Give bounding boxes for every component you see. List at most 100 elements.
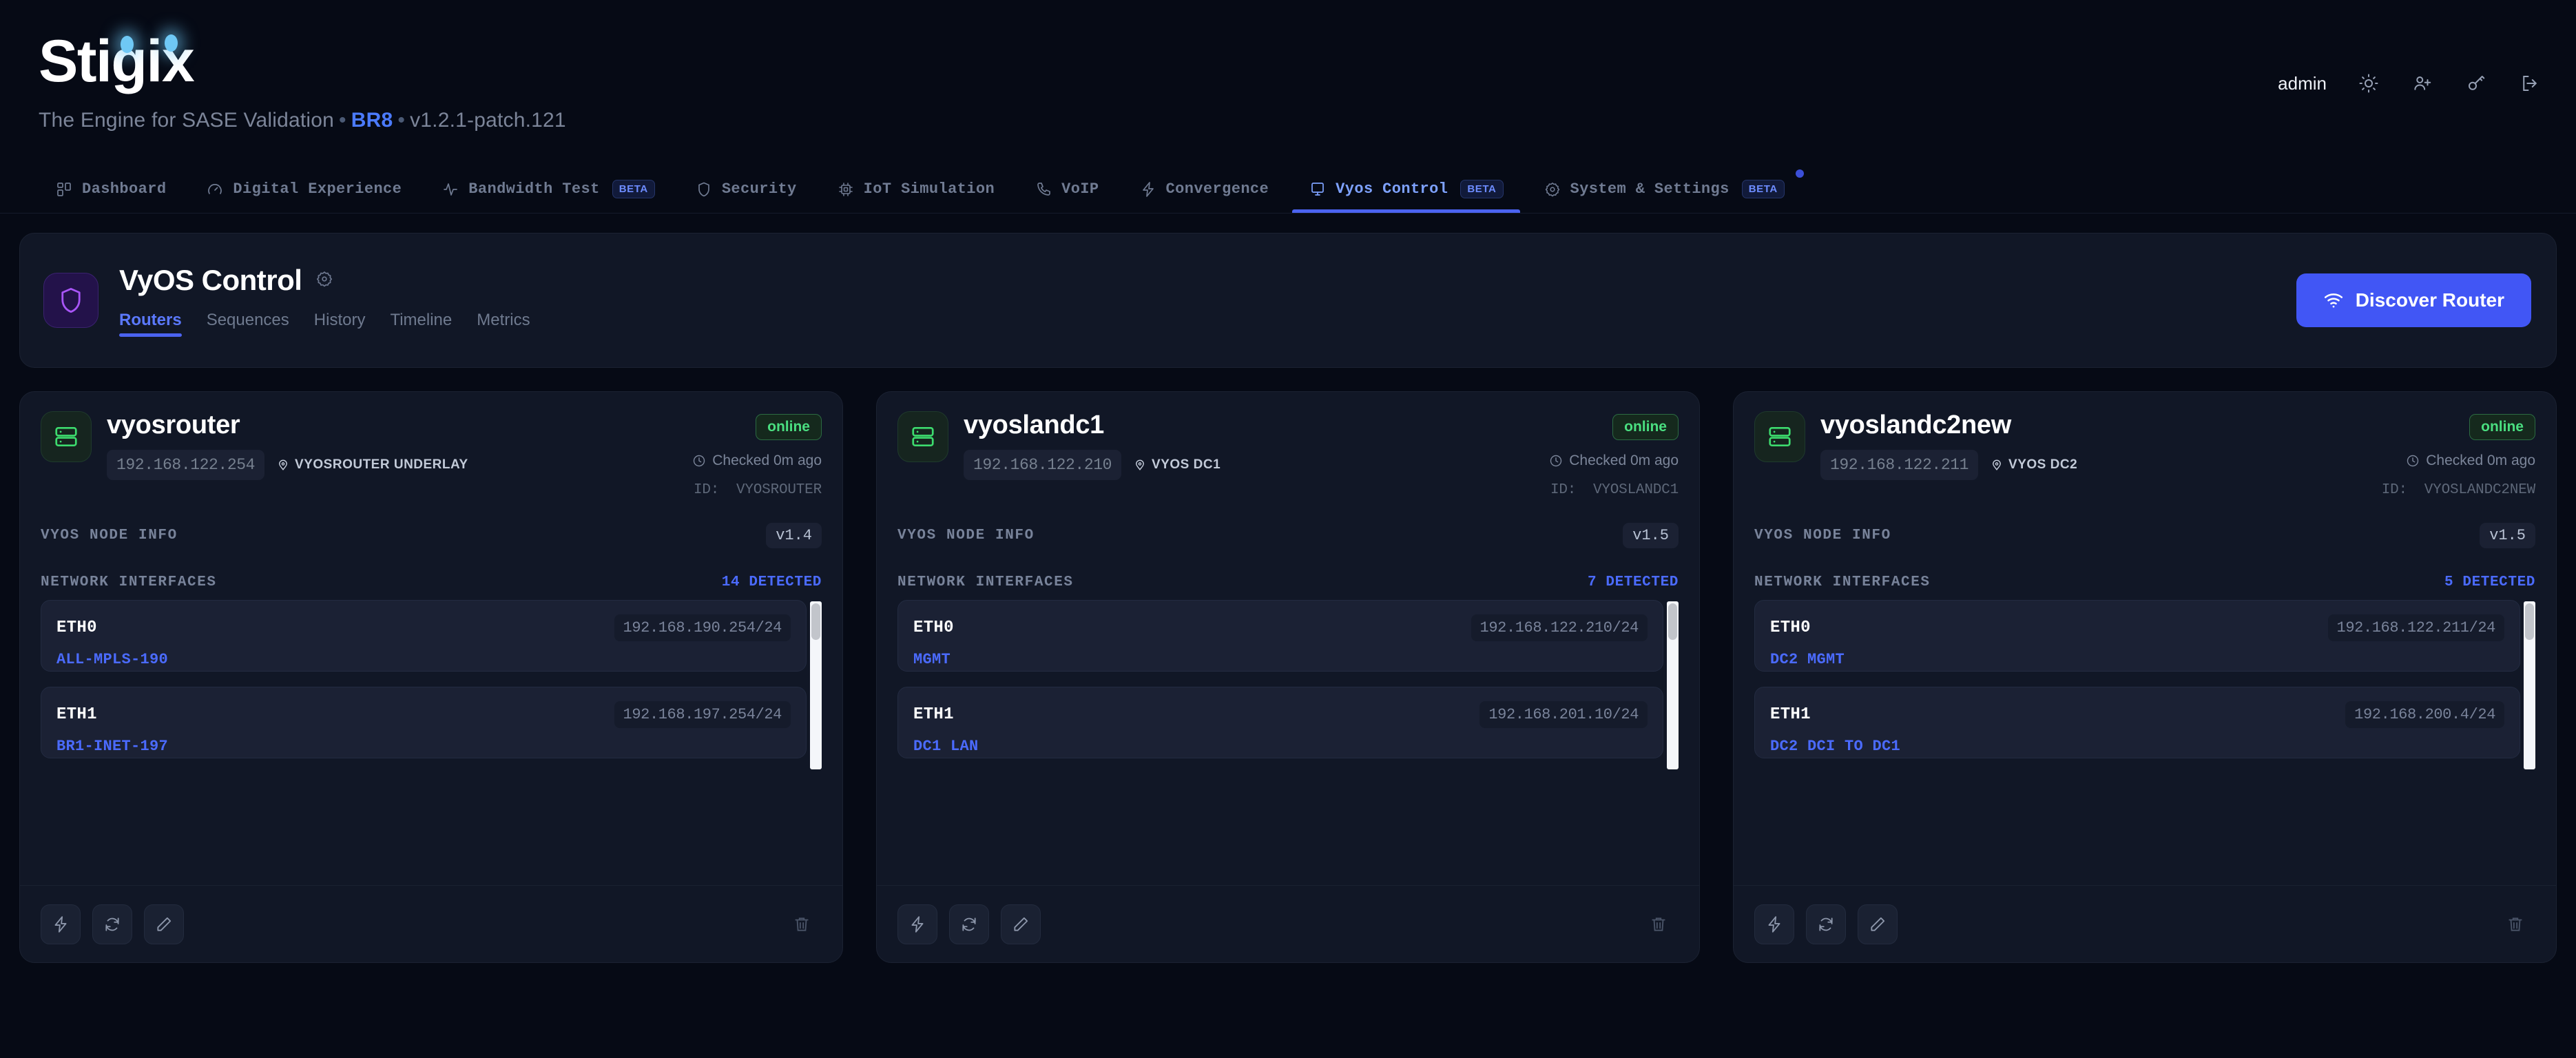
location-pin-icon	[1134, 459, 1146, 471]
interface-ip: 192.168.197.254/24	[614, 701, 791, 728]
last-checked: Checked 0m ago	[692, 453, 822, 469]
nav-item-vyos-control[interactable]: Vyos Control BETA	[1292, 165, 1520, 213]
tagline-sep: •	[397, 109, 406, 132]
interfaces-detected-count: 7 DETECTED	[1587, 574, 1679, 590]
edit-pencil-icon[interactable]	[1858, 904, 1898, 944]
location-pin-icon	[1991, 459, 2003, 471]
subtab-metrics[interactable]: Metrics	[477, 311, 530, 329]
interfaces-row: NETWORK INTERFACES 7 DETECTED	[877, 574, 1699, 590]
nav-item-voip[interactable]: VoIP	[1018, 165, 1115, 213]
bolt-icon	[1139, 180, 1157, 198]
router-card[interactable]: vyoslandc2new 192.168.122.211 VYOS DC2 o…	[1733, 391, 2557, 963]
interface-description: ALL-MPLS-190	[56, 651, 169, 668]
nav-item-digital-experience[interactable]: Digital Experience	[189, 165, 418, 213]
scrollbar-thumb[interactable]	[811, 603, 820, 640]
subtab-sequences[interactable]: Sequences	[206, 311, 289, 329]
phone-icon	[1035, 180, 1052, 198]
node-info-label: VYOS NODE INFO	[1754, 528, 1891, 543]
interface-item[interactable]: ETH1 192.168.201.10/24 DC1 LAN	[897, 687, 1663, 758]
interface-item[interactable]: ETH1 192.168.197.254/24 BR1-INET-197	[41, 687, 807, 758]
nav-item-system-settings[interactable]: System & Settings BETA	[1527, 165, 1804, 213]
nav-item-convergence[interactable]: Convergence	[1123, 165, 1286, 213]
interfaces-detected-count: 5 DETECTED	[2444, 574, 2535, 590]
vyos-version-chip: v1.5	[1623, 523, 1679, 548]
subtab-routers[interactable]: Routers	[119, 311, 182, 337]
interface-item[interactable]: ETH1 192.168.200.4/24 DC2 DCI TO DC1	[1754, 687, 2520, 758]
router-location-label: VYOSROUTER UNDERLAY	[295, 457, 468, 472]
shield-icon	[43, 273, 98, 328]
delete-trash-icon[interactable]	[1639, 904, 1679, 944]
router-card-actions	[1734, 885, 2556, 962]
router-id: ID: VYOSLANDC1	[1550, 482, 1679, 498]
wifi-icon	[2323, 290, 2344, 311]
chip-icon	[837, 180, 855, 198]
router-card-header: vyoslandc2new 192.168.122.211 VYOS DC2 o…	[1734, 392, 2556, 512]
nav-label: Convergence	[1165, 180, 1269, 198]
interface-description: MGMT	[913, 651, 951, 668]
location-pin-icon	[277, 459, 289, 471]
interface-description: DC2 MGMT	[1770, 651, 1845, 668]
interface-list[interactable]: ETH0 192.168.122.211/24 DC2 MGMT ETH1 19…	[1754, 600, 2535, 771]
interface-description: BR1-INET-197	[56, 738, 169, 755]
main-navigation: Dashboard Digital Experience Bandwidth T…	[0, 165, 2576, 214]
last-checked-label: Checked 0m ago	[2426, 453, 2535, 468]
logout-icon[interactable]	[2518, 72, 2542, 95]
discover-router-button[interactable]: Discover Router	[2296, 273, 2531, 327]
node-info-label: VYOS NODE INFO	[897, 528, 1035, 543]
nav-item-bandwidth-test[interactable]: Bandwidth Test BETA	[425, 165, 672, 213]
delete-trash-icon[interactable]	[2495, 904, 2535, 944]
nav-label: System & Settings	[1570, 180, 1730, 198]
interface-ip: 192.168.201.10/24	[1479, 701, 1648, 728]
nav-label: Vyos Control	[1336, 180, 1448, 198]
scrollbar-thumb[interactable]	[2525, 603, 2534, 640]
nav-label: IoT Simulation	[863, 180, 995, 198]
router-card-header: vyoslandc1 192.168.122.210 VYOS DC1 onli…	[877, 392, 1699, 512]
last-checked-label: Checked 0m ago	[712, 453, 822, 468]
interface-item[interactable]: ETH0 192.168.122.210/24 MGMT	[897, 600, 1663, 672]
edit-pencil-icon[interactable]	[1001, 904, 1041, 944]
current-user: admin	[2278, 72, 2327, 94]
nav-item-iot-simulation[interactable]: IoT Simulation	[820, 165, 1011, 213]
settings-gear-icon[interactable]	[315, 270, 333, 291]
interface-item[interactable]: ETH0 192.168.122.211/24 DC2 MGMT	[1754, 600, 2520, 672]
interface-list-scrollbar[interactable]	[2524, 601, 2535, 769]
add-user-icon[interactable]	[2411, 72, 2434, 95]
subtab-history[interactable]: History	[313, 311, 366, 329]
scrollbar-thumb[interactable]	[1668, 603, 1677, 640]
active-tab-underline	[1292, 209, 1520, 213]
theme-toggle-icon[interactable]	[2357, 72, 2380, 95]
router-location: VYOS DC1	[1134, 457, 1221, 473]
node-info-label: VYOS NODE INFO	[41, 528, 178, 543]
nav-label: Security	[721, 180, 797, 198]
beta-badge: BETA	[612, 180, 655, 198]
edit-pencil-icon[interactable]	[144, 904, 184, 944]
refresh-icon[interactable]	[1806, 904, 1846, 944]
run-action-bolt-icon[interactable]	[41, 904, 81, 944]
interface-list[interactable]: ETH0 192.168.122.210/24 MGMT ETH1 192.16…	[897, 600, 1679, 771]
router-card[interactable]: vyosrouter 192.168.122.254 VYOSROUTER UN…	[19, 391, 843, 963]
key-icon[interactable]	[2464, 72, 2488, 95]
last-checked-label: Checked 0m ago	[1569, 453, 1679, 468]
interface-list-scrollbar[interactable]	[1667, 601, 1679, 769]
subtab-timeline[interactable]: Timeline	[390, 311, 453, 329]
run-action-bolt-icon[interactable]	[1754, 904, 1794, 944]
refresh-icon[interactable]	[92, 904, 132, 944]
nav-item-dashboard[interactable]: Dashboard	[39, 165, 183, 213]
nav-item-security[interactable]: Security	[678, 165, 813, 213]
interface-list-scrollbar[interactable]	[810, 601, 822, 769]
router-location: VYOSROUTER UNDERLAY	[277, 457, 468, 473]
server-icon	[897, 411, 948, 462]
interface-name: ETH1	[1770, 705, 1811, 724]
delete-trash-icon[interactable]	[782, 904, 822, 944]
router-card-actions	[20, 885, 842, 962]
interface-ip: 192.168.200.4/24	[2345, 701, 2504, 728]
node-info-row: VYOS NODE INFO v1.4	[20, 523, 842, 548]
status-badge: online	[756, 414, 822, 440]
refresh-icon[interactable]	[949, 904, 989, 944]
interface-list[interactable]: ETH0 192.168.190.254/24 ALL-MPLS-190 ETH…	[41, 600, 822, 771]
run-action-bolt-icon[interactable]	[897, 904, 937, 944]
router-card[interactable]: vyoslandc1 192.168.122.210 VYOS DC1 onli…	[876, 391, 1700, 963]
router-location: VYOS DC2	[1991, 457, 2077, 473]
interfaces-label: NETWORK INTERFACES	[1754, 574, 1931, 590]
interface-item[interactable]: ETH0 192.168.190.254/24 ALL-MPLS-190	[41, 600, 807, 672]
